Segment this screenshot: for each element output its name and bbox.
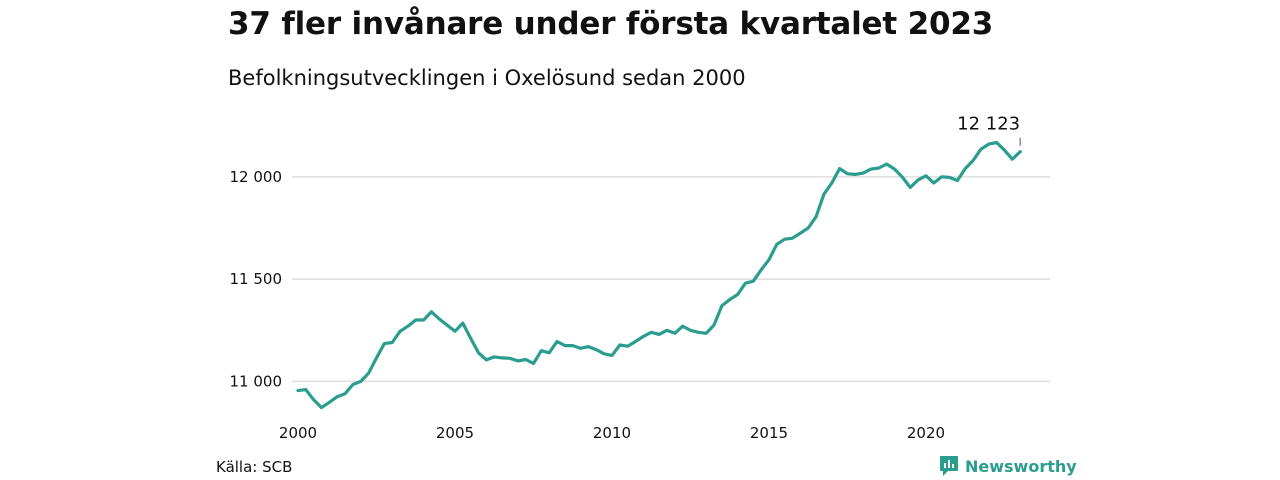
series-group [296, 140, 1022, 410]
series-line [296, 140, 1022, 410]
chart-title: 37 fler invånare under första kvartalet … [228, 6, 994, 42]
y-axis: 11 000 11 500 12 000 [230, 168, 283, 391]
newsworthy-logo-icon [940, 456, 958, 476]
y-tick-label: 12 000 [230, 168, 283, 186]
x-tick-label: 2010 [593, 424, 631, 442]
x-axis: 2000 2005 2010 2015 2020 [279, 424, 945, 442]
annotations: 12 123 [957, 114, 1021, 146]
y-tick-label: 11 500 [230, 270, 283, 288]
source-note: Källa: SCB [216, 458, 293, 476]
grid-lines [292, 176, 1050, 383]
x-tick-label: 2000 [279, 424, 317, 442]
brand-name: Newsworthy [965, 456, 1077, 476]
x-tick-label: 2020 [907, 424, 945, 442]
chart-subtitle: Befolkningsutvecklingen i Oxelösund seda… [228, 66, 746, 90]
end-value-label: 12 123 [957, 114, 1020, 135]
x-tick-label: 2015 [750, 424, 788, 442]
brand-logo: Newsworthy [939, 455, 1077, 477]
x-tick-label: 2005 [436, 424, 474, 442]
y-tick-label: 11 000 [230, 372, 283, 390]
